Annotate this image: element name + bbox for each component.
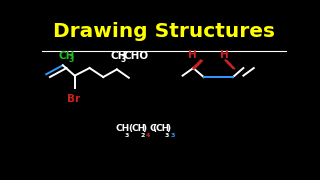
Text: (: ( — [153, 124, 157, 133]
Text: 3: 3 — [170, 133, 175, 138]
Text: CHO: CHO — [124, 51, 149, 60]
Text: CH: CH — [116, 124, 130, 133]
Text: 3: 3 — [164, 133, 169, 138]
Text: CH: CH — [111, 51, 127, 60]
Text: Drawing Structures: Drawing Structures — [53, 22, 275, 41]
Text: 2: 2 — [140, 133, 145, 138]
Text: CH: CH — [131, 124, 146, 133]
Text: Br: Br — [67, 94, 80, 104]
Text: ): ) — [142, 124, 147, 133]
Text: (: ( — [128, 124, 132, 133]
Text: 3: 3 — [121, 55, 126, 64]
Text: ): ) — [166, 124, 171, 133]
Text: 3: 3 — [125, 133, 129, 138]
Text: CH: CH — [155, 124, 170, 133]
Text: C: C — [149, 124, 156, 133]
Text: CH: CH — [59, 51, 75, 60]
Text: 4: 4 — [146, 133, 150, 138]
Text: 3: 3 — [68, 55, 74, 64]
Text: H: H — [220, 50, 229, 60]
Text: H: H — [188, 50, 197, 60]
